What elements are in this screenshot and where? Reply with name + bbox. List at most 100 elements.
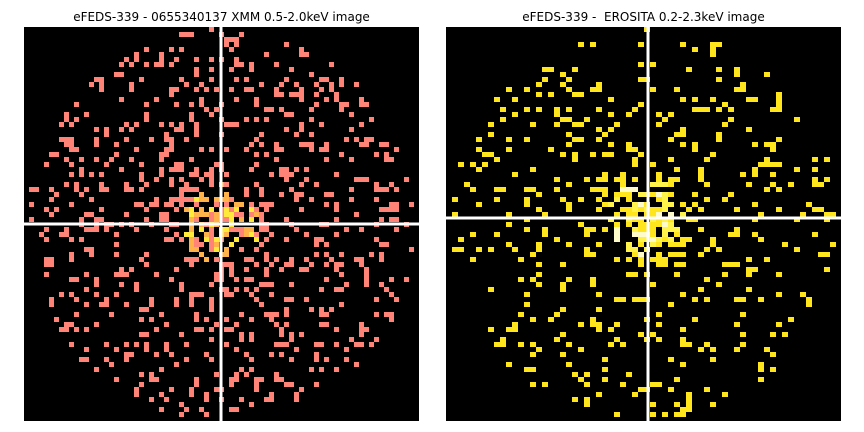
count-pixel xyxy=(674,252,680,257)
count-pixel xyxy=(159,212,164,217)
count-pixel xyxy=(680,337,686,342)
count-pixel xyxy=(199,407,204,412)
count-pixel xyxy=(129,82,134,87)
count-pixel xyxy=(174,232,179,237)
count-pixel xyxy=(169,277,174,282)
count-pixel xyxy=(189,217,194,222)
count-pixel xyxy=(159,122,164,127)
count-pixel xyxy=(324,157,329,162)
count-pixel xyxy=(704,342,710,347)
count-pixel xyxy=(354,212,359,217)
count-pixel xyxy=(249,402,254,407)
count-pixel xyxy=(169,237,174,242)
count-pixel xyxy=(169,92,174,97)
count-pixel xyxy=(124,137,129,142)
count-pixel xyxy=(500,342,506,347)
count-pixel xyxy=(169,87,174,92)
count-pixel xyxy=(269,392,274,397)
count-pixel xyxy=(662,182,668,187)
count-pixel xyxy=(229,207,234,212)
count-pixel xyxy=(229,242,234,247)
count-pixel xyxy=(194,217,199,222)
count-pixel xyxy=(234,347,239,352)
count-pixel xyxy=(740,82,746,87)
count-pixel xyxy=(189,242,194,247)
count-pixel xyxy=(139,172,144,177)
count-pixel xyxy=(512,327,518,332)
count-pixel xyxy=(139,162,144,167)
count-pixel xyxy=(289,257,294,262)
count-pixel xyxy=(668,357,674,362)
count-pixel xyxy=(812,182,818,187)
count-pixel xyxy=(194,167,199,172)
count-pixel xyxy=(680,97,686,102)
count-pixel xyxy=(29,187,34,192)
count-pixel xyxy=(626,247,632,252)
count-pixel xyxy=(69,162,74,167)
count-pixel xyxy=(470,232,476,237)
count-pixel xyxy=(284,382,289,387)
count-pixel xyxy=(104,162,109,167)
count-pixel xyxy=(264,207,269,212)
count-pixel xyxy=(154,177,159,182)
count-pixel xyxy=(524,302,530,307)
count-pixel xyxy=(79,237,84,242)
count-pixel xyxy=(369,252,374,257)
count-pixel xyxy=(710,347,716,352)
count-pixel xyxy=(214,387,219,392)
count-pixel xyxy=(339,262,344,267)
count-pixel xyxy=(566,242,572,247)
count-pixel xyxy=(254,232,259,237)
count-pixel xyxy=(294,392,299,397)
count-pixel xyxy=(119,97,124,102)
count-pixel xyxy=(254,102,259,107)
count-pixel xyxy=(692,202,698,207)
count-pixel xyxy=(244,287,249,292)
count-pixel xyxy=(289,262,294,267)
count-pixel xyxy=(249,142,254,147)
count-pixel xyxy=(274,377,279,382)
count-pixel xyxy=(234,42,239,47)
count-pixel xyxy=(662,222,668,227)
count-pixel xyxy=(674,87,680,92)
count-pixel xyxy=(530,352,536,357)
crosshair-vertical xyxy=(646,27,650,421)
count-pixel xyxy=(69,257,74,262)
count-pixel xyxy=(384,287,389,292)
count-pixel xyxy=(244,187,249,192)
count-pixel xyxy=(154,197,159,202)
count-pixel xyxy=(638,332,644,337)
count-pixel xyxy=(189,112,194,117)
count-pixel xyxy=(656,262,662,267)
count-pixel xyxy=(374,187,379,192)
count-pixel xyxy=(199,252,204,257)
count-pixel xyxy=(294,347,299,352)
count-pixel xyxy=(364,177,369,182)
count-pixel xyxy=(324,262,329,267)
count-pixel xyxy=(334,217,339,222)
count-pixel xyxy=(229,217,234,222)
count-pixel xyxy=(344,137,349,142)
count-pixel xyxy=(506,147,512,152)
count-pixel xyxy=(389,182,394,187)
count-pixel xyxy=(668,112,674,117)
count-pixel xyxy=(359,262,364,267)
count-pixel xyxy=(144,307,149,312)
count-pixel xyxy=(79,172,84,177)
count-pixel xyxy=(194,242,199,247)
count-pixel xyxy=(668,387,674,392)
count-pixel xyxy=(189,212,194,217)
count-pixel xyxy=(770,172,776,177)
count-pixel xyxy=(189,197,194,202)
count-pixel xyxy=(309,307,314,312)
count-pixel xyxy=(64,227,69,232)
count-pixel xyxy=(184,342,189,347)
count-pixel xyxy=(89,227,94,232)
count-pixel xyxy=(269,262,274,267)
count-pixel xyxy=(824,157,830,162)
count-pixel xyxy=(214,237,219,242)
count-pixel xyxy=(560,352,566,357)
count-pixel xyxy=(524,187,530,192)
count-pixel xyxy=(578,377,584,382)
count-pixel xyxy=(229,327,234,332)
